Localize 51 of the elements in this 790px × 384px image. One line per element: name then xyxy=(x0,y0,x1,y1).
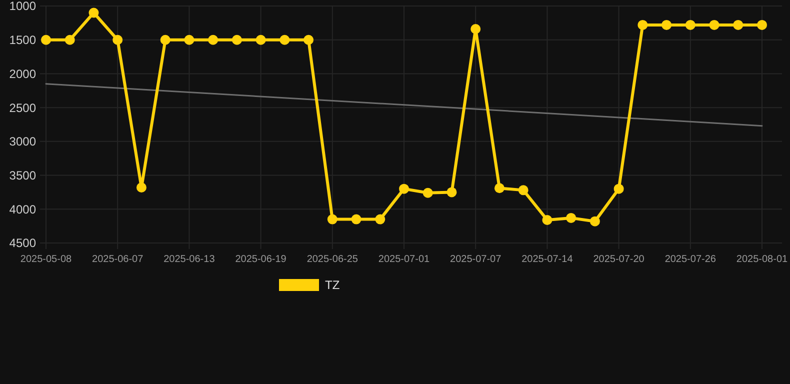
point xyxy=(709,20,720,30)
point xyxy=(614,184,624,194)
y-tick-label: 2000 xyxy=(9,66,36,81)
point xyxy=(88,8,99,18)
x-tick-label: 2025-07-20 xyxy=(593,254,645,265)
y-tick-label: 3000 xyxy=(9,134,36,149)
point xyxy=(685,20,696,30)
x-tick-label: 2025-07-07 xyxy=(450,254,502,265)
point xyxy=(327,214,338,224)
point xyxy=(208,34,218,45)
point xyxy=(446,187,457,198)
point xyxy=(733,20,744,30)
x-tick-label: 2025-06-07 xyxy=(92,254,144,265)
y-tick-label: 1500 xyxy=(9,33,36,48)
point xyxy=(256,34,266,45)
point xyxy=(422,188,433,198)
point xyxy=(470,24,481,34)
point xyxy=(399,184,409,194)
point xyxy=(280,34,290,45)
y-tick-label: 2500 xyxy=(9,100,36,115)
point xyxy=(64,34,75,45)
point xyxy=(160,34,170,45)
x-tick-label: 2025-08-01 xyxy=(736,254,788,265)
y-tick-label: 1000 xyxy=(9,0,36,14)
point xyxy=(757,20,767,30)
point xyxy=(184,34,194,45)
point xyxy=(41,34,51,45)
point xyxy=(351,214,362,224)
y-tick-label: 4000 xyxy=(9,202,36,216)
x-tick-label: 2025-06-19 xyxy=(235,254,287,265)
point xyxy=(304,34,314,45)
point xyxy=(494,183,504,194)
point xyxy=(542,214,552,225)
x-tick-label: 2025-06-13 xyxy=(164,254,216,265)
point xyxy=(112,34,123,45)
legend-label: TZ xyxy=(325,278,340,292)
x-tick-label: 2025-06-25 xyxy=(306,254,358,265)
point xyxy=(518,185,528,196)
point xyxy=(136,182,146,192)
x-tick-label: 2025-05-08 xyxy=(20,254,72,265)
point xyxy=(638,20,648,30)
point xyxy=(662,20,672,30)
x-tick-label: 2025-07-26 xyxy=(664,254,716,265)
x-tick-label: 2025-07-01 xyxy=(378,254,430,265)
point xyxy=(590,216,600,226)
point xyxy=(566,212,576,223)
y-tick-label: 4500 xyxy=(9,236,36,250)
x-tick-label: 2025-07-14 xyxy=(522,254,574,265)
y-tick-label: 3500 xyxy=(9,168,36,182)
point xyxy=(375,214,386,224)
point xyxy=(232,34,242,45)
